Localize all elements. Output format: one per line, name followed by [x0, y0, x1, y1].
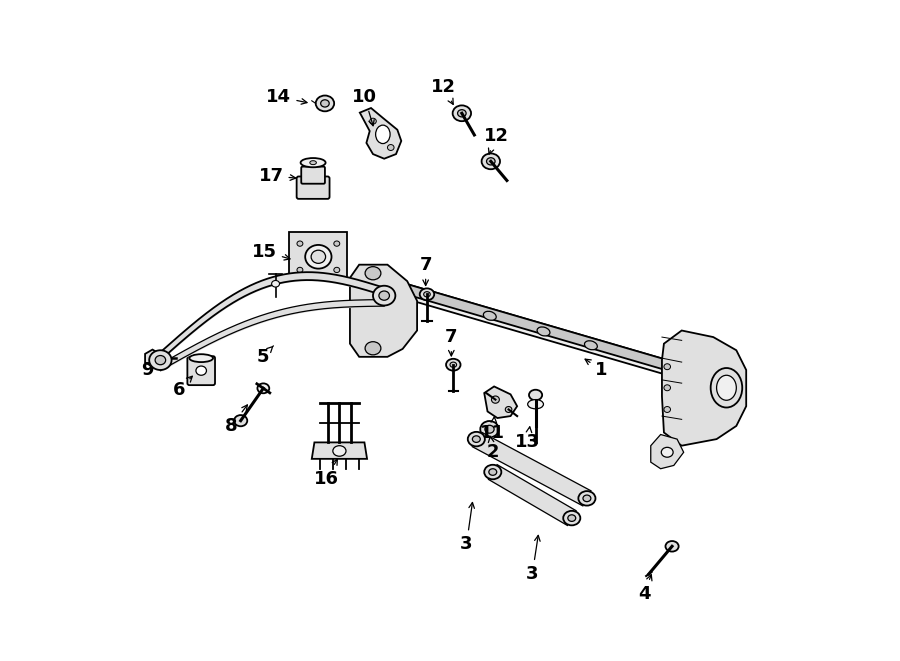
- Text: 6: 6: [173, 376, 193, 399]
- Ellipse shape: [370, 118, 376, 124]
- Ellipse shape: [662, 447, 673, 457]
- Ellipse shape: [527, 400, 544, 408]
- Ellipse shape: [482, 153, 500, 169]
- Text: 7: 7: [446, 328, 457, 356]
- Polygon shape: [472, 432, 591, 506]
- Ellipse shape: [491, 396, 500, 403]
- Text: 11: 11: [481, 417, 505, 442]
- Ellipse shape: [485, 425, 494, 433]
- Polygon shape: [651, 434, 684, 469]
- Ellipse shape: [579, 491, 596, 506]
- FancyBboxPatch shape: [302, 167, 325, 184]
- Ellipse shape: [257, 383, 269, 393]
- Ellipse shape: [388, 145, 394, 151]
- Ellipse shape: [379, 291, 390, 300]
- Ellipse shape: [311, 251, 326, 263]
- Ellipse shape: [334, 241, 339, 247]
- Text: 17: 17: [258, 167, 296, 185]
- Text: 2: 2: [487, 437, 499, 461]
- Polygon shape: [372, 274, 688, 377]
- Ellipse shape: [472, 436, 481, 442]
- Ellipse shape: [301, 158, 326, 167]
- Ellipse shape: [487, 158, 495, 165]
- Ellipse shape: [450, 362, 456, 368]
- Ellipse shape: [484, 465, 501, 479]
- Ellipse shape: [149, 350, 172, 370]
- Ellipse shape: [664, 385, 670, 391]
- Ellipse shape: [481, 421, 499, 438]
- Text: 3: 3: [460, 502, 474, 553]
- Ellipse shape: [419, 288, 434, 300]
- Ellipse shape: [334, 267, 339, 272]
- Ellipse shape: [297, 267, 303, 272]
- Ellipse shape: [155, 356, 166, 365]
- Text: 8: 8: [225, 405, 248, 435]
- Ellipse shape: [446, 359, 461, 371]
- Ellipse shape: [453, 105, 471, 121]
- Ellipse shape: [716, 375, 736, 401]
- Text: 7: 7: [419, 256, 432, 286]
- Ellipse shape: [537, 327, 550, 336]
- Text: 16: 16: [314, 459, 338, 488]
- Ellipse shape: [373, 286, 395, 305]
- Ellipse shape: [320, 100, 329, 107]
- Ellipse shape: [583, 495, 591, 502]
- Ellipse shape: [468, 432, 485, 446]
- Ellipse shape: [234, 415, 248, 426]
- Ellipse shape: [563, 511, 580, 525]
- Ellipse shape: [305, 245, 331, 268]
- Text: 10: 10: [352, 88, 377, 126]
- Ellipse shape: [457, 110, 466, 117]
- Ellipse shape: [297, 241, 303, 247]
- Text: 4: 4: [638, 574, 652, 603]
- Ellipse shape: [505, 407, 512, 412]
- Ellipse shape: [529, 390, 542, 401]
- Text: 5: 5: [256, 346, 274, 366]
- Ellipse shape: [664, 364, 670, 369]
- Polygon shape: [489, 465, 576, 525]
- Ellipse shape: [196, 366, 206, 375]
- Polygon shape: [145, 350, 160, 367]
- Ellipse shape: [568, 515, 576, 522]
- Text: 12: 12: [483, 128, 508, 154]
- Ellipse shape: [310, 161, 317, 165]
- Polygon shape: [350, 264, 417, 357]
- Text: 3: 3: [526, 535, 540, 583]
- Text: 14: 14: [266, 88, 307, 106]
- Ellipse shape: [333, 446, 346, 456]
- Ellipse shape: [365, 266, 381, 280]
- Polygon shape: [311, 442, 367, 459]
- Polygon shape: [368, 274, 688, 380]
- Ellipse shape: [316, 96, 334, 111]
- FancyBboxPatch shape: [290, 232, 347, 280]
- Ellipse shape: [272, 280, 280, 287]
- FancyBboxPatch shape: [297, 176, 329, 199]
- Ellipse shape: [365, 342, 381, 355]
- Polygon shape: [484, 387, 518, 418]
- Text: 15: 15: [252, 243, 290, 260]
- Ellipse shape: [665, 541, 679, 551]
- Ellipse shape: [483, 311, 496, 321]
- FancyBboxPatch shape: [187, 356, 215, 385]
- Ellipse shape: [189, 354, 213, 362]
- Ellipse shape: [664, 407, 670, 412]
- Ellipse shape: [424, 292, 430, 297]
- Polygon shape: [662, 330, 746, 446]
- Text: 1: 1: [585, 359, 608, 379]
- Ellipse shape: [711, 368, 742, 408]
- Ellipse shape: [489, 469, 497, 475]
- Text: 9: 9: [141, 361, 159, 379]
- Text: 12: 12: [431, 78, 456, 104]
- Ellipse shape: [584, 341, 598, 350]
- Polygon shape: [360, 108, 401, 159]
- Ellipse shape: [375, 125, 390, 143]
- Text: 13: 13: [515, 427, 540, 451]
